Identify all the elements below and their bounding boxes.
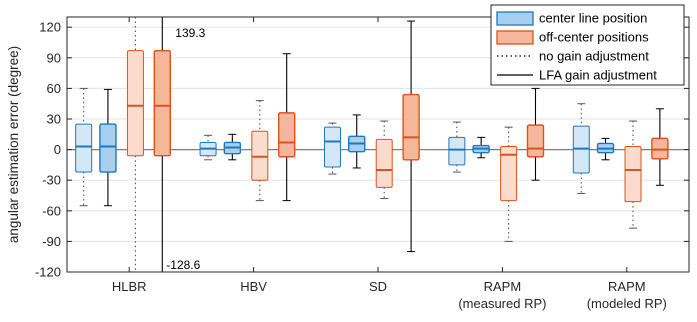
box-body [526, 124, 545, 158]
x-tick-label: RAPM [484, 279, 522, 294]
box-center-lfa [596, 137, 615, 161]
box-center-lfa [223, 133, 242, 161]
legend-label: LFA gain adjustment [539, 68, 657, 83]
x-tick-label: SD [369, 279, 387, 294]
box-offcenter-lfa [526, 87, 545, 181]
box-center-lfa [472, 136, 490, 159]
box-body [75, 123, 93, 173]
box-body [624, 146, 642, 203]
x-tick-sublabel: (measured RP) [458, 296, 546, 311]
box-offcenter-none [126, 17, 144, 272]
box-offcenter-none [500, 126, 518, 242]
x-tick-label: RAPM [608, 279, 646, 294]
box-offcenter-none [624, 120, 642, 229]
y-tick-label: -60 [42, 203, 61, 218]
box-center-none [572, 103, 590, 194]
y-tick-label: 0 [54, 142, 61, 157]
legend-label: no gain adjustment [539, 49, 649, 64]
legend-label: center line position [539, 11, 647, 26]
box-center-none [199, 134, 217, 161]
box-center-none [323, 122, 341, 175]
box-series [75, 17, 669, 272]
legend: center line position off-center positions… [490, 4, 685, 86]
box-body [448, 136, 466, 166]
legend-item: center line position [496, 11, 647, 26]
box-body [126, 50, 144, 157]
box-center-none [448, 121, 466, 173]
x-tick-label: HLBR [112, 279, 147, 294]
y-tick-label: 120 [39, 20, 61, 35]
box-body [375, 138, 393, 188]
legend-swatch [496, 30, 534, 45]
x-axis-ticks: HLBR HBV SD RAPM (measured RP) RAPM (modeled R… [112, 17, 667, 311]
box-offcenter-lfa [277, 53, 296, 202]
legend-swatch [496, 11, 534, 26]
x-tick-label: HBV [240, 279, 267, 294]
box-offcenter-lfa [153, 17, 171, 272]
box-body [323, 126, 341, 168]
y-tick-label: -90 [42, 234, 61, 249]
box-body [402, 93, 420, 161]
y-tick-label: 90 [47, 50, 61, 65]
legend-item: no gain adjustment [497, 49, 649, 64]
x-tick-sublabel: (modeled RP) [587, 296, 667, 311]
box-offcenter-lfa [651, 108, 669, 186]
box-center-lfa [99, 88, 117, 207]
box-body [99, 123, 117, 173]
y-tick-label: -30 [42, 173, 61, 188]
box-body [572, 125, 590, 174]
box-center-lfa [348, 114, 366, 169]
box-center-none [75, 87, 93, 207]
box-body [651, 137, 669, 160]
box-offcenter-lfa [402, 20, 420, 253]
y-tick-label: 30 [47, 112, 61, 127]
box-body [500, 146, 518, 202]
box-body [251, 130, 269, 181]
y-tick-label: 60 [47, 81, 61, 96]
box-body [277, 112, 296, 158]
clip-label-bottom: -128.6 [166, 258, 200, 272]
legend-item: off-center positions [496, 30, 649, 45]
box-offcenter-none [375, 120, 393, 200]
y-tick-label: -120 [35, 265, 61, 280]
box-body [153, 49, 171, 157]
box-offcenter-none [251, 100, 269, 202]
y-axis-ticks: -120 -90 -60 -30 0 30 60 90 120 [35, 20, 689, 280]
legend-item: LFA gain adjustment [497, 68, 657, 83]
legend-label: off-center positions [539, 30, 649, 45]
y-axis-label: angular estimation error (degree) [6, 46, 21, 243]
clip-label-top: 139.3 [175, 26, 205, 40]
